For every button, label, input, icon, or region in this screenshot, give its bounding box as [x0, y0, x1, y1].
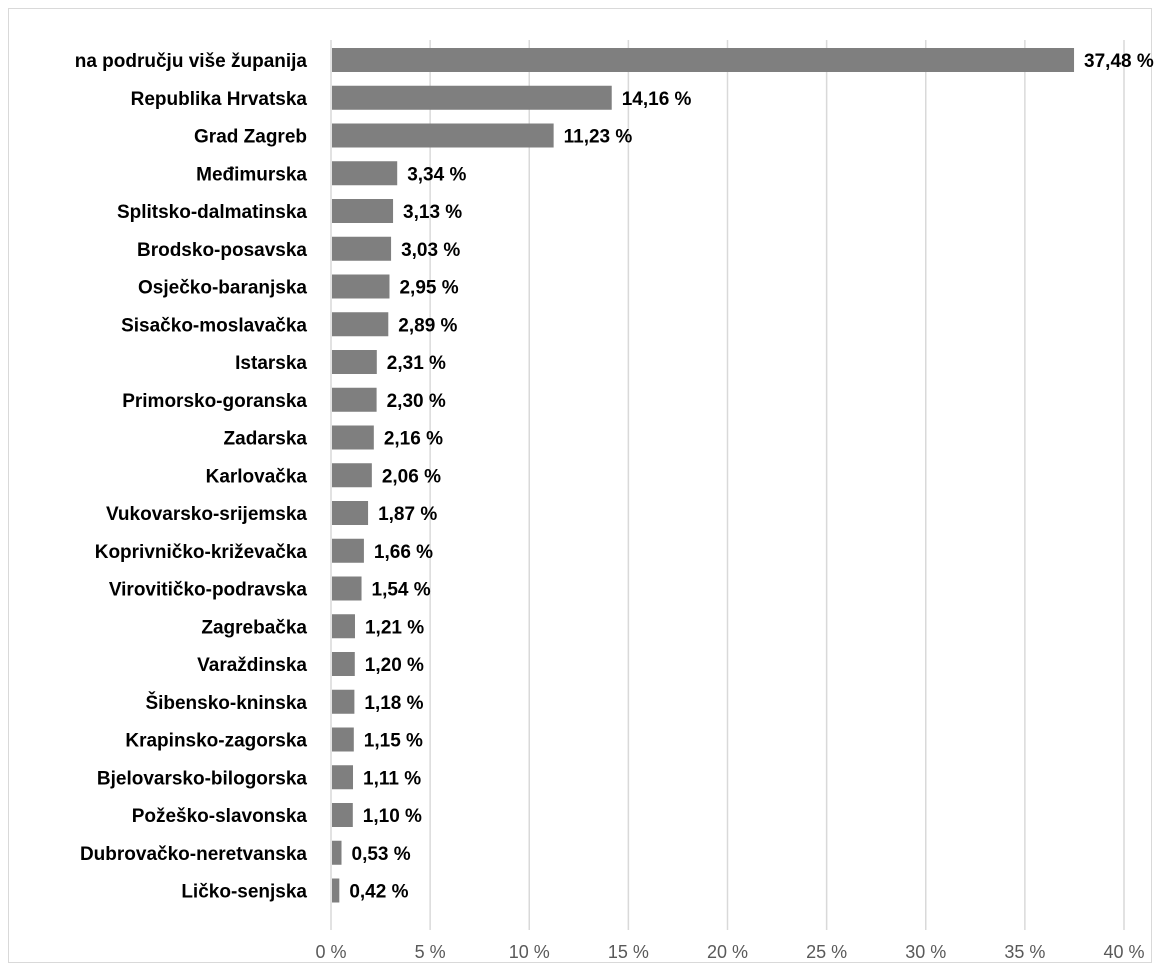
- data-label: 2,06 %: [382, 466, 441, 487]
- category-label: Republika Hrvatska: [131, 89, 308, 110]
- bar: [332, 350, 377, 374]
- data-label: 1,87 %: [378, 504, 437, 525]
- bar: [332, 501, 369, 525]
- data-label: 0,42 %: [349, 882, 408, 903]
- data-label: 2,16 %: [384, 429, 443, 450]
- category-label: Zadarska: [224, 429, 308, 450]
- bar: [332, 161, 398, 186]
- category-label: Šibensko-kninska: [145, 692, 307, 714]
- bar: [332, 727, 354, 752]
- category-label: Virovitičko-podravska: [109, 580, 308, 601]
- category-label: Brodsko-posavska: [137, 240, 307, 261]
- category-label: Karlovačka: [206, 466, 308, 487]
- bar: [332, 576, 362, 601]
- x-tick-label: 0 %: [315, 942, 346, 962]
- bar: [332, 652, 355, 676]
- category-label: Koprivničko-križevačka: [95, 542, 308, 563]
- bar: [332, 840, 342, 865]
- x-tick-label: 40 %: [1103, 942, 1144, 962]
- category-label: Ličko-senjska: [181, 882, 307, 903]
- bar: [332, 425, 374, 450]
- category-label: Bjelovarsko-bilogorska: [97, 768, 308, 789]
- data-label: 1,66 %: [374, 542, 433, 563]
- data-label: 2,31 %: [387, 353, 446, 374]
- x-tick-label: 30 %: [905, 942, 946, 962]
- bar: [332, 538, 364, 563]
- category-label: Krapinsko-zagorska: [125, 731, 307, 752]
- bar: [332, 236, 392, 261]
- data-label: 2,30 %: [387, 391, 446, 412]
- bar: [332, 48, 1075, 72]
- category-label: Varaždinska: [197, 655, 307, 676]
- x-tick-label: 15 %: [608, 942, 649, 962]
- data-label: 3,34 %: [407, 164, 466, 185]
- category-label: Zagrebačka: [201, 617, 307, 638]
- x-tick-label: 25 %: [806, 942, 847, 962]
- bar: [332, 85, 612, 110]
- category-label: Osječko-baranjska: [138, 278, 307, 299]
- bar: [332, 878, 340, 903]
- data-label: 3,13 %: [403, 202, 462, 223]
- bar: [332, 123, 554, 148]
- category-label: Dubrovačko-neretvanska: [80, 844, 307, 865]
- data-label: 1,18 %: [364, 693, 423, 714]
- bar: [332, 463, 372, 488]
- bar: [332, 312, 389, 337]
- data-label: 1,11 %: [363, 768, 421, 789]
- category-label: Splitsko-dalmatinska: [117, 202, 307, 223]
- category-label: Međimurska: [196, 164, 307, 185]
- data-label: 2,95 %: [399, 278, 458, 299]
- bar: [332, 765, 354, 790]
- category-label: Sisačko-moslavačka: [121, 315, 307, 336]
- category-label: Vukovarsko-srijemska: [106, 504, 307, 525]
- chart-frame: [8, 8, 1152, 963]
- bar: [332, 614, 355, 639]
- category-label: Istarska: [235, 353, 307, 374]
- data-label: 1,15 %: [364, 731, 423, 752]
- data-label: 0,53 %: [352, 844, 411, 865]
- bar: [332, 689, 355, 714]
- x-tick-label: 35 %: [1004, 942, 1045, 962]
- data-label: 3,03 %: [401, 240, 460, 261]
- bar: [332, 199, 394, 223]
- bar: [332, 387, 377, 412]
- data-label: 14,16 %: [622, 89, 692, 110]
- category-label: Primorsko-goranska: [122, 391, 307, 412]
- data-label: 1,10 %: [363, 806, 422, 827]
- data-label: 1,21 %: [365, 617, 424, 638]
- category-label: na području više županija: [75, 51, 308, 72]
- x-tick-label: 5 %: [415, 942, 446, 962]
- bar: [332, 274, 390, 299]
- x-tick-label: 20 %: [707, 942, 748, 962]
- data-label: 37,48 %: [1084, 51, 1154, 72]
- data-label: 11,23 %: [564, 127, 633, 148]
- category-label: Požeško-slavonska: [132, 806, 308, 827]
- data-label: 2,89 %: [398, 315, 457, 336]
- category-label: Grad Zagreb: [194, 127, 307, 148]
- data-label: 1,54 %: [372, 580, 431, 601]
- bar: [332, 803, 353, 827]
- data-label: 1,20 %: [365, 655, 424, 676]
- x-tick-label: 10 %: [509, 942, 550, 962]
